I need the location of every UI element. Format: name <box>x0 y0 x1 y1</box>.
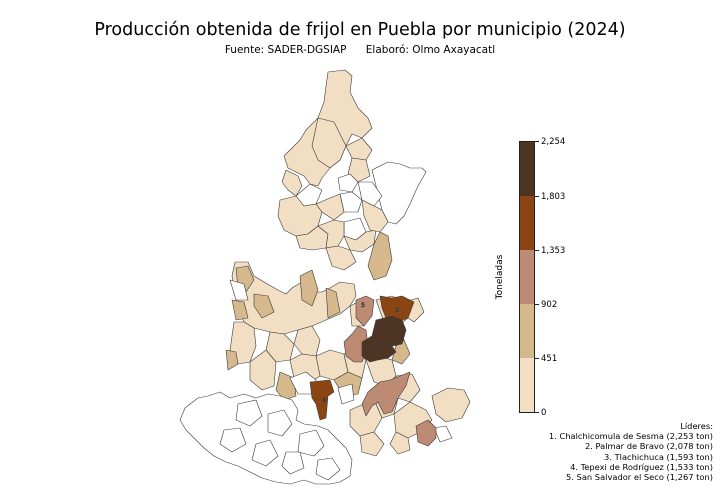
chart-subtitle: Fuente: SADER-DGSIAP Elaboró: Olmo Axaya… <box>0 44 720 56</box>
municipality-5-san-salvador-el-seco <box>355 295 375 327</box>
colorbar-band-1 <box>520 304 534 358</box>
municipality-2-palmar-de-bravo <box>361 335 397 363</box>
leader-item: 4. Tepexi de Rodríguez (1,533 ton) <box>570 461 713 472</box>
map-label-5: 5 <box>361 302 365 309</box>
region-north <box>281 69 373 197</box>
leader-item: 2. Palmar de Bravo (2,078 ton) <box>584 441 713 452</box>
map-label-3: 3 <box>395 307 399 314</box>
source-text: Fuente: SADER-DGSIAP <box>224 44 347 56</box>
chart-title: Producción obtenida de frijol en Puebla … <box>94 20 626 40</box>
author-text: Elaboró: Olmo Axayacatl <box>365 44 496 56</box>
municipality-tehuacan-area <box>361 371 411 417</box>
leader-item: 1. Chalchicomula de Sesma (2,253 ton) <box>548 431 713 442</box>
map-labels: 1 2 3 4 5 <box>322 302 400 405</box>
colorbar-tick-label: 1,803 <box>541 192 566 202</box>
leaders-box: Líderes: 1. Chalchicomula de Sesma (2,25… <box>549 421 713 482</box>
map-label-1: 1 <box>385 327 389 334</box>
region-central-mid <box>225 265 411 401</box>
colorbar-tick <box>535 141 539 142</box>
municipality-mid <box>367 231 393 281</box>
colorbar-tick <box>535 412 539 413</box>
region-south-nodata <box>179 279 453 485</box>
colorbar-tick <box>535 196 539 197</box>
colorbar-tick-label: 0 <box>541 408 547 418</box>
leaders-heading: Líderes: <box>680 421 713 431</box>
colorbar-tick-label: 1,353 <box>541 246 566 256</box>
municipality-3-tlachichuca <box>379 295 415 323</box>
colorbar-tick <box>535 304 539 305</box>
colorbar-tick-label: 451 <box>541 354 558 364</box>
colorbar-label: Toneladas <box>495 254 505 300</box>
municipality-sierra-negra <box>415 419 437 447</box>
colorbar <box>519 141 535 413</box>
map-label-2: 2 <box>372 348 376 355</box>
colorbar-tick <box>535 250 539 251</box>
colorbar-tick-label: 902 <box>541 300 558 310</box>
region-center-north <box>277 193 389 271</box>
leader-item: 5. San Salvador el Seco (1,267 ton) <box>566 472 713 483</box>
colorbar-band-2 <box>520 250 534 304</box>
leader-item: 3. Tlachichuca (1,593 ton) <box>604 451 713 462</box>
colorbar-band-0 <box>520 358 534 412</box>
map-label-4: 4 <box>322 397 326 404</box>
colorbar-tick-label: 2,254 <box>541 137 566 147</box>
municipality-4-tepexi <box>309 379 335 421</box>
colorbar-band-3 <box>520 196 534 250</box>
colorbar-band-4 <box>520 142 534 196</box>
colorbar-tick <box>535 358 539 359</box>
